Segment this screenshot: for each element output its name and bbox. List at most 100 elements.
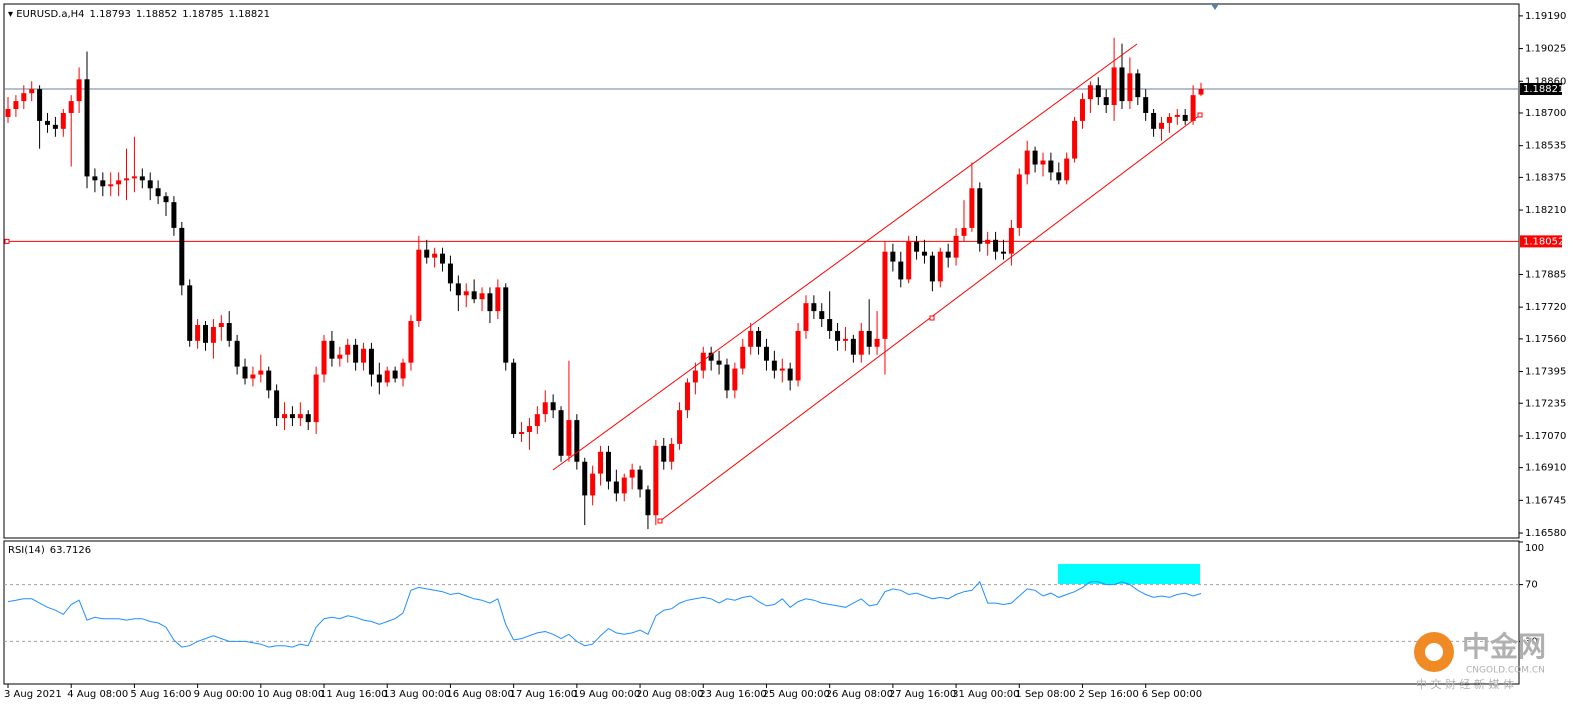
candle-body	[353, 344, 359, 363]
candle-body	[487, 293, 493, 312]
candle-body	[305, 414, 311, 423]
candle-body	[76, 79, 82, 102]
y-tick-label: 1.16580	[1525, 528, 1566, 539]
candle-body	[179, 227, 185, 286]
candle-body	[511, 362, 517, 434]
candle-body	[534, 414, 540, 427]
y-tick-label: 1.17235	[1525, 398, 1566, 409]
candle-body	[226, 323, 232, 341]
candle-body	[1111, 67, 1117, 106]
candle-body	[906, 241, 912, 280]
rsi-line	[7, 580, 1202, 648]
x-tick-label: 1 Sep 08:00	[1015, 689, 1075, 700]
candle-body	[842, 338, 848, 341]
candle-body	[424, 249, 430, 258]
candle-body	[1064, 158, 1070, 181]
candle-body	[969, 188, 975, 228]
candle-body	[100, 180, 106, 187]
candle-body	[384, 370, 390, 383]
candle-body	[1103, 97, 1109, 106]
candle-body	[1024, 150, 1030, 175]
rsi-value: 63.7126	[50, 545, 91, 556]
y-tick-label: 1.19025	[1525, 44, 1566, 55]
candle-body	[803, 303, 809, 331]
x-tick-label: 16 Aug 08:00	[446, 689, 513, 700]
low: 1.18785	[182, 9, 223, 20]
candle-body	[1135, 73, 1141, 98]
candle-body	[827, 319, 833, 331]
candle-body	[1174, 114, 1180, 117]
candle-body	[361, 348, 367, 363]
y-tick-label: 70	[1525, 580, 1538, 591]
candle-body	[1008, 227, 1014, 254]
candle-body	[1056, 172, 1062, 181]
y-tick-label: 1.18375	[1525, 172, 1566, 183]
candle-body	[787, 368, 793, 381]
candle-body	[29, 89, 35, 94]
candle-body	[756, 330, 762, 347]
channel-upper	[552, 43, 1138, 471]
y-tick-label: 1.19190	[1525, 11, 1566, 22]
highlight-box	[1058, 564, 1200, 584]
candle-body	[866, 330, 872, 347]
candle-body	[1079, 99, 1085, 121]
candle-body	[250, 374, 256, 379]
candle-body	[692, 370, 698, 383]
channel	[552, 43, 1203, 524]
candle-body	[613, 481, 619, 494]
y-tick-label: 1.18210	[1525, 205, 1566, 216]
y-tick-label: 1.17720	[1525, 302, 1566, 313]
rsi-title: RSI(14)	[8, 545, 45, 556]
candle-body	[937, 251, 943, 282]
candle-body	[708, 352, 714, 361]
candle-body	[929, 255, 935, 282]
price-label: 1.18821	[1523, 84, 1564, 95]
x-tick-label: 19 Aug 00:00	[573, 689, 640, 700]
candle-body	[139, 176, 145, 181]
candle-body	[274, 390, 280, 419]
candle-body	[13, 101, 19, 110]
plot-layer	[4, 37, 1519, 648]
axis-layer: 1.19190 1.19025 1.18860 1.18700 1.18535 1.183…	[4, 11, 1566, 700]
candle-body	[440, 253, 446, 264]
candle-body	[661, 445, 667, 462]
candle-body	[155, 188, 161, 197]
candle-body	[242, 366, 248, 379]
candle-body	[993, 239, 999, 252]
anchor	[1197, 112, 1203, 118]
shift-marker	[1211, 4, 1219, 10]
candle-body	[558, 410, 564, 456]
candle-body	[368, 348, 374, 375]
candle-body	[210, 326, 216, 343]
candle-body	[447, 263, 453, 284]
logo-inner	[1425, 643, 1443, 661]
candle-body	[1048, 160, 1054, 173]
x-tick-label: 20 Aug 08:00	[636, 689, 703, 700]
candle-body	[582, 461, 588, 496]
x-tick-label: 23 Aug 16:00	[699, 689, 766, 700]
candle-body	[526, 426, 532, 432]
symbol: EURUSD.a,H4	[16, 9, 84, 20]
candle-body	[621, 477, 627, 494]
candle-body	[495, 287, 501, 312]
candle-body	[629, 469, 635, 478]
candle-body	[52, 124, 58, 129]
candle-body	[700, 352, 706, 371]
watermark-slogan: 中 文 财 经 新 媒 体	[1416, 677, 1514, 691]
candle-body	[605, 451, 611, 482]
candle-body	[503, 287, 509, 363]
price-label: 1.18052	[1523, 236, 1564, 247]
y-tick-label: 100	[1525, 543, 1544, 554]
candle-body	[645, 489, 651, 516]
y-tick-label: 1.18535	[1525, 141, 1566, 152]
candle-body	[84, 79, 90, 177]
candle-body	[1095, 85, 1101, 98]
candle-body	[637, 469, 643, 490]
candle-body	[763, 346, 769, 361]
y-tick-label: 1.17070	[1525, 431, 1566, 442]
candle-body	[779, 368, 785, 371]
main-panel	[3, 3, 1520, 539]
candle-body	[882, 251, 888, 339]
candle-body	[858, 330, 864, 355]
candle-body	[1032, 150, 1038, 165]
